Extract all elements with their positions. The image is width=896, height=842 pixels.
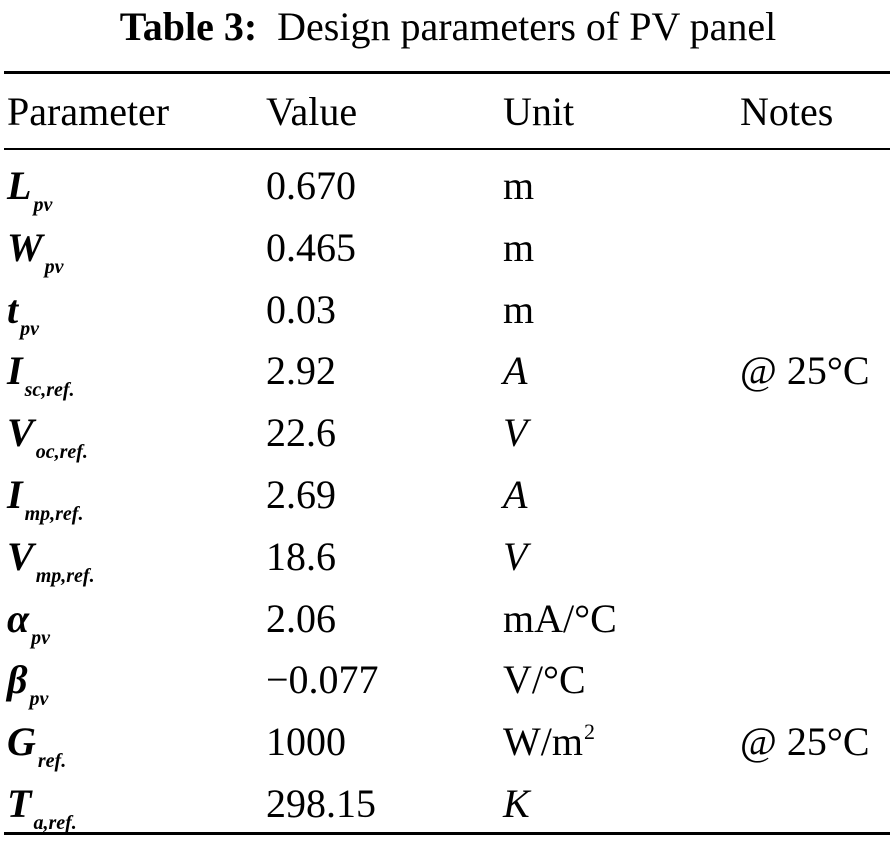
parameter-value: 2.69 [266,472,336,517]
header-parameter: Parameter [7,89,170,134]
unit-text: m [503,163,535,208]
symbol-subscript: pv [20,318,40,340]
parameter-unit: W/m2 [503,717,595,767]
parameter-value: 2.92 [266,348,336,393]
unit-superscript: 2 [583,719,595,744]
parameter-note: @ 25°C [740,719,870,764]
symbol-letter: β [7,657,28,702]
header-notes: Notes [740,89,834,134]
parameter-unit: m [503,161,534,211]
parameter-symbol: t pv [7,285,39,340]
symbol-letter: L [7,163,32,208]
header-value: Value [266,89,358,134]
parameter-value: 0.03 [266,287,336,332]
symbol-letter: T [7,781,32,826]
parameter-value: 2.06 [266,596,336,641]
symbol-letter: V [7,410,34,455]
unit-text: m [503,287,535,332]
symbol-letter: α [7,596,30,641]
symbol-subscript: pv [29,688,49,710]
symbol-subscript: mp,ref. [35,565,95,587]
parameter-symbol: β pv [7,655,48,710]
parameter-unit: m [503,223,534,273]
symbol-subscript: oc,ref. [35,441,88,463]
parameter-value: 298.15 [266,781,376,826]
symbol-letter: I [7,472,23,517]
symbol-letter: V [7,534,34,579]
symbol-letter: t [7,287,19,332]
symbol-subscript: mp,ref. [24,503,84,525]
table-header-rule [4,148,890,150]
parameter-value: 18.6 [266,534,336,579]
parameter-unit: A [503,470,527,520]
caption-label: Table 3: [119,4,258,49]
symbol-subscript: sc,ref. [24,379,75,401]
unit-text: W/m [503,719,583,764]
caption-text: Design parameters of PV panel [277,4,777,49]
table-caption: Table 3: Design parameters of PV panel [0,2,896,52]
parameter-unit: V [503,532,527,582]
symbol-subscript: ref. [37,750,67,772]
parameter-unit: V [503,408,527,458]
parameter-value: 1000 [266,719,346,764]
unit-text: V [503,534,528,579]
parameter-unit: K [503,779,530,829]
table-bottom-rule [4,832,890,835]
symbol-subscript: pv [44,256,64,278]
unit-text: m [503,225,535,270]
parameter-symbol: α pv [7,594,50,649]
parameter-unit: mA/°C [503,594,617,644]
unit-text: V/°C [503,657,586,702]
symbol-letter: G [7,719,36,764]
parameter-value: 0.465 [266,225,356,270]
table-top-rule [4,71,890,74]
parameter-value: 0.670 [266,163,356,208]
symbol-subscript: pv [33,194,53,216]
header-unit: Unit [503,89,575,134]
unit-text: V [503,410,528,455]
unit-text: A [503,472,528,517]
parameter-value: −0.077 [266,657,379,702]
symbol-subscript: a,ref. [33,812,77,834]
parameter-note: @ 25°C [740,348,870,393]
parameter-value: 22.6 [266,410,336,455]
unit-text: K [503,781,530,826]
unit-text: mA/°C [503,596,617,641]
symbol-letter: W [7,225,43,270]
symbol-letter: I [7,348,23,393]
symbol-subscript: pv [31,627,51,649]
unit-text: A [503,348,528,393]
parameter-unit: A [503,346,527,396]
parameter-unit: V/°C [503,655,586,705]
parameter-unit: m [503,285,534,335]
